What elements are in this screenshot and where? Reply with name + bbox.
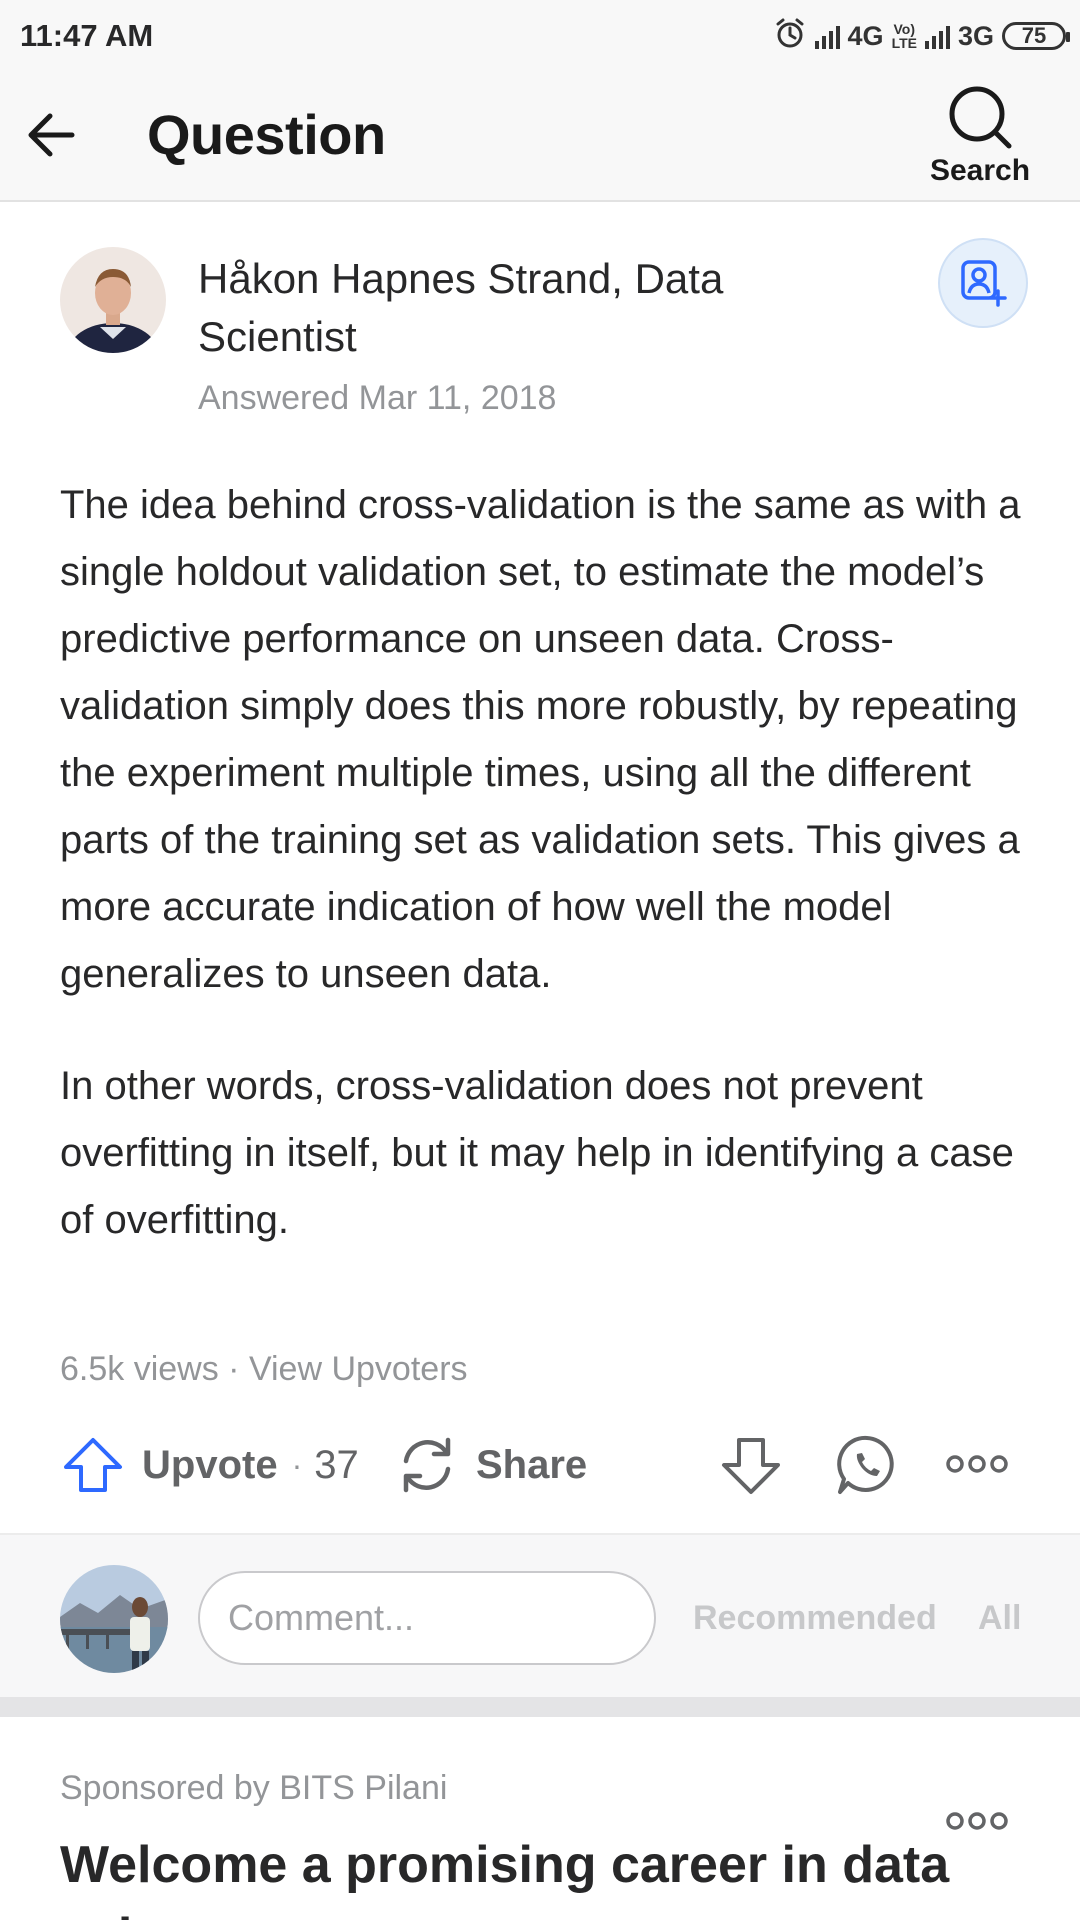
status-bar: 11:47 AM 4G Vo) LTE 3G 75 [0,0,1080,72]
battery-icon: 75 [1002,22,1070,50]
downvote-arrow-icon [722,1438,780,1494]
action-bar: Upvote · 37 Share [0,1420,1080,1510]
whatsapp-share-button[interactable] [834,1432,900,1498]
author-avatar[interactable] [60,247,166,353]
arrow-left-icon [28,113,75,157]
answer-body: The idea behind cross-validation is the … [60,472,1030,1299]
upvote-label: Upvote [142,1442,278,1487]
comment-area: Recommended All [0,1533,1080,1697]
ad-more-options-button[interactable] [944,1801,1010,1841]
search-label: Search [929,154,1031,187]
battery-level: 75 [1021,23,1047,48]
more-dots-icon [946,1812,1008,1830]
add-person-icon [961,260,1007,307]
more-options-button[interactable] [944,1444,1010,1484]
ad-headline[interactable]: Welcome a promising career in data scien… [60,1836,950,1920]
share-refresh-icon [403,1437,451,1493]
upvote-arrow-icon [64,1438,122,1492]
sort-all-tab[interactable]: All [978,1599,1022,1637]
network-type-1: 4G [847,20,884,51]
answer-paragraph: The idea behind cross-validation is the … [60,483,1021,996]
answer-paragraph: In other words, cross-validation does no… [60,1064,1014,1242]
user-avatar[interactable] [60,1565,168,1673]
status-icons: 4G Vo) LTE 3G 75 [773,16,1070,57]
signal-icon [814,23,840,49]
app-header: Question Search [0,72,1080,202]
upvote-button[interactable]: Upvote · 37 [62,1434,359,1496]
search-icon [949,86,1012,149]
status-time: 11:47 AM [20,18,154,53]
page-title: Question [147,103,386,166]
views-and-upvoters[interactable]: 6.5k views · View Upvoters [60,1350,468,1388]
author-name[interactable]: Håkon Hapnes Strand, Data Scientist [198,255,724,360]
sort-recommended-tab[interactable]: Recommended [693,1599,937,1637]
alarm-icon [773,16,807,57]
more-dots-icon [946,1455,1008,1473]
whatsapp-icon [837,1435,894,1494]
share-button[interactable]: Share [396,1434,587,1496]
upvote-separator: · [291,1446,303,1483]
upvote-count: 37 [314,1442,359,1487]
comment-input[interactable] [198,1571,656,1665]
back-button[interactable] [22,105,82,165]
volte-bottom: LTE [891,35,917,51]
signal-icon-2 [924,23,950,49]
sponsored-by-label: Sponsored by BITS Pilani [60,1769,448,1807]
volte-icon: Vo) LTE [892,22,917,50]
share-label: Share [476,1442,588,1487]
answered-date: Answered Mar 11, 2018 [198,379,557,417]
section-divider [0,1697,1080,1717]
downvote-button[interactable] [718,1432,784,1498]
sponsored-card[interactable]: Sponsored by BITS Pilani Welcome a promi… [0,1717,1080,1920]
search-button[interactable]: Search [920,82,1040,192]
volte-top: Vo) [893,21,916,37]
follow-author-button[interactable] [938,238,1028,328]
network-type-2: 3G [957,20,994,51]
